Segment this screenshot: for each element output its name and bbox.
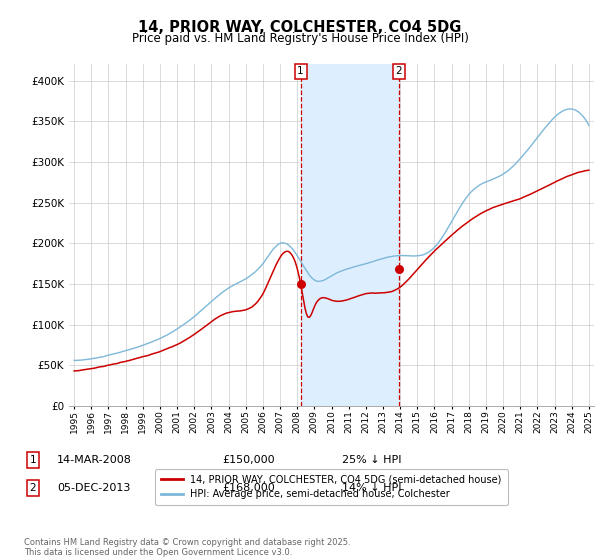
Legend: 14, PRIOR WAY, COLCHESTER, CO4 5DG (semi-detached house), HPI: Average price, se: 14, PRIOR WAY, COLCHESTER, CO4 5DG (semi… (155, 469, 508, 505)
Text: 14-MAR-2008: 14-MAR-2008 (57, 455, 132, 465)
Text: 1: 1 (29, 455, 37, 465)
Text: 2: 2 (29, 483, 37, 493)
Text: 1: 1 (298, 66, 304, 76)
Text: 05-DEC-2013: 05-DEC-2013 (57, 483, 130, 493)
Text: £168,000: £168,000 (222, 483, 275, 493)
Bar (301, 64, 399, 406)
Text: Price paid vs. HM Land Registry's House Price Index (HPI): Price paid vs. HM Land Registry's House … (131, 32, 469, 45)
Text: 14% ↓ HPI: 14% ↓ HPI (342, 483, 401, 493)
Text: 25% ↓ HPI: 25% ↓ HPI (342, 455, 401, 465)
Text: Contains HM Land Registry data © Crown copyright and database right 2025.
This d: Contains HM Land Registry data © Crown c… (24, 538, 350, 557)
Text: 2: 2 (395, 66, 402, 76)
Text: £150,000: £150,000 (222, 455, 275, 465)
Text: 14, PRIOR WAY, COLCHESTER, CO4 5DG: 14, PRIOR WAY, COLCHESTER, CO4 5DG (139, 20, 461, 35)
